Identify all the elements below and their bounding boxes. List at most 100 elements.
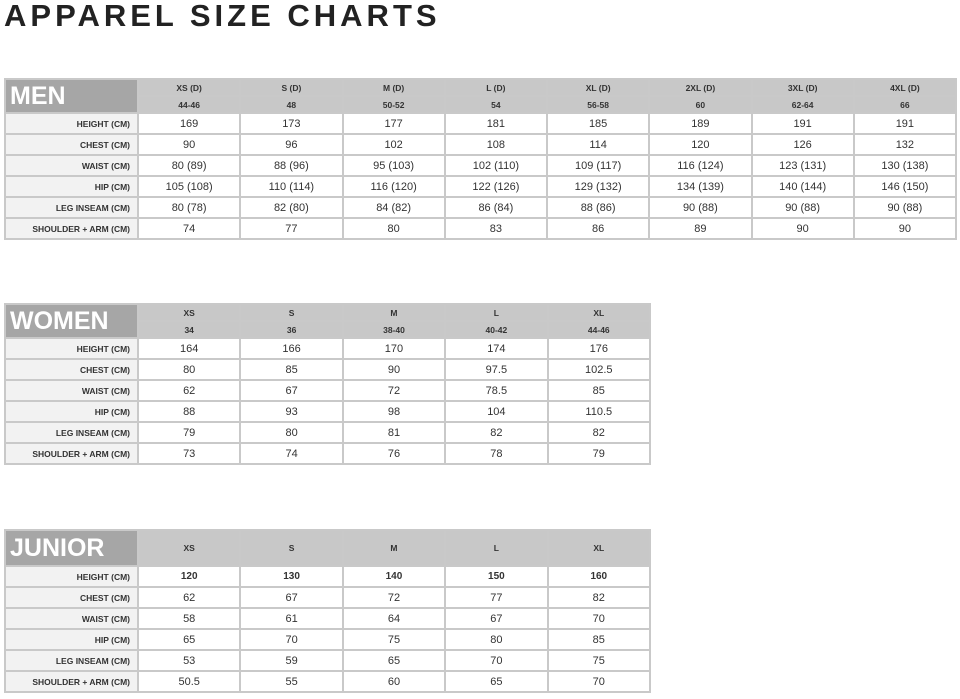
row-label: CHEST (CM) (4, 586, 139, 609)
table-row: SHOULDER + ARM (CM) 50.5 55 60 65 70 (4, 670, 652, 693)
table-cell: 98 (341, 400, 447, 423)
table-cell: 64 (341, 607, 447, 630)
table-cell: 96 (239, 133, 344, 156)
row-label: WAIST (CM) (4, 607, 139, 630)
table-cell: 75 (341, 628, 447, 651)
table-cell: 140 (144) (750, 175, 855, 198)
table-cell: 110.5 (546, 400, 652, 423)
row-label: WAIST (CM) (4, 379, 139, 402)
table-cell: 86 (545, 217, 651, 240)
table-cell: 150 (444, 565, 549, 588)
table-cell: 173 (239, 112, 344, 135)
table-cell: 81 (341, 421, 447, 444)
header-row-d: 44-46 48 50-52 54 56-58 60 62-64 66 (5, 95, 958, 114)
size-header: L (444, 529, 549, 567)
table-cell: 174 (444, 337, 549, 360)
table-cell: 79 (546, 442, 652, 465)
table-cell: 116 (120) (341, 175, 446, 198)
table-cell: 80 (239, 421, 344, 444)
row-label: HIP (CM) (4, 175, 139, 198)
table-row: LEG INSEAM (CM) 79 80 81 82 82 (4, 421, 652, 444)
table-cell: 85 (239, 358, 344, 381)
table-cell: 102 (341, 133, 446, 156)
table-cell: 140 (341, 565, 447, 588)
table-cell: 78.5 (444, 379, 549, 402)
table-cell: 90 (136, 133, 242, 156)
table-cell: 114 (545, 133, 651, 156)
table-cell: 166 (239, 337, 344, 360)
header-row-d: 34 36 38-40 40-42 44-46 (5, 320, 652, 339)
table-cell: 170 (341, 337, 447, 360)
table-cell: 191 (750, 112, 855, 135)
table-cell: 85 (546, 628, 652, 651)
size-d-header: 34 (136, 320, 242, 339)
table-cell: 65 (341, 649, 447, 672)
size-header: XL (546, 303, 652, 322)
table-row: HEIGHT (CM) 120 130 140 150 160 (4, 565, 652, 588)
row-label: HEIGHT (CM) (4, 565, 139, 588)
size-header: XL (D) (545, 78, 651, 97)
table-cell: 72 (341, 379, 447, 402)
table-cell: 90 (750, 217, 855, 240)
size-d-header: 60 (648, 95, 753, 114)
women-size-table: WOMEN XS S M L XL 34 36 38-40 40-42 44-46 HEIGHT (C… (4, 303, 652, 465)
table-cell: 181 (443, 112, 549, 135)
table-cell: 120 (136, 565, 242, 588)
table-cell: 88 (136, 400, 242, 423)
table-cell: 90 (88) (648, 196, 753, 219)
table-cell: 176 (546, 337, 652, 360)
table-cell: 82 (80) (239, 196, 344, 219)
table-cell: 80 (136, 358, 242, 381)
table-row: HIP (CM) 105 (108) 110 (114) 116 (120) 122 (… (4, 175, 958, 198)
table-cell: 88 (96) (239, 154, 344, 177)
table-cell: 76 (341, 442, 447, 465)
size-header: 3XL (D) (750, 78, 855, 97)
size-d-header: 36 (239, 320, 344, 339)
table-row: CHEST (CM) 80 85 90 97.5 102.5 (4, 358, 652, 381)
table-cell: 90 (852, 217, 958, 240)
table-cell: 104 (444, 400, 549, 423)
table-cell: 116 (124) (648, 154, 753, 177)
table-cell: 122 (126) (443, 175, 549, 198)
header-row: MEN XS (D) S (D) M (D) L (D) XL (D) 2XL (D) 3XL… (4, 78, 958, 114)
row-label: HIP (CM) (4, 628, 139, 651)
table-cell: 105 (108) (136, 175, 242, 198)
table-row: LEG INSEAM (CM) 80 (78) 82 (80) 84 (82) 86 (… (4, 196, 958, 219)
table-cell: 185 (545, 112, 651, 135)
table-cell: 80 (78) (136, 196, 242, 219)
section-title: WOMEN (4, 303, 139, 339)
table-row: WAIST (CM) 80 (89) 88 (96) 95 (103) 102 (110… (4, 154, 958, 177)
page-title: APPAREL SIZE CHARTS (4, 0, 441, 33)
table-cell: 77 (444, 586, 549, 609)
table-cell: 59 (239, 649, 344, 672)
table-cell: 70 (239, 628, 344, 651)
table-row: SHOULDER + ARM (CM) 74 77 80 83 86 89 90 90 (4, 217, 958, 240)
table-cell: 82 (546, 586, 652, 609)
size-header: S (D) (239, 78, 344, 97)
size-header: XS (D) (136, 78, 242, 97)
table-cell: 169 (136, 112, 242, 135)
table-cell: 108 (443, 133, 549, 156)
size-header: XS (136, 303, 242, 322)
table-cell: 191 (852, 112, 958, 135)
table-cell: 120 (648, 133, 753, 156)
row-label: SHOULDER + ARM (CM) (4, 217, 139, 240)
table-cell: 130 (239, 565, 344, 588)
row-label: LEG INSEAM (CM) (4, 649, 139, 672)
table-cell: 90 (88) (852, 196, 958, 219)
table-row: HIP (CM) 88 93 98 104 110.5 (4, 400, 652, 423)
table-cell: 73 (136, 442, 242, 465)
size-header: XL (546, 529, 652, 567)
row-label: HEIGHT (CM) (4, 337, 139, 360)
table-cell: 160 (546, 565, 652, 588)
table-cell: 72 (341, 586, 447, 609)
table-cell: 177 (341, 112, 446, 135)
table-cell: 75 (546, 649, 652, 672)
table-row: HIP (CM) 65 70 75 80 85 (4, 628, 652, 651)
size-d-header: 54 (443, 95, 549, 114)
table-cell: 70 (546, 670, 652, 693)
size-header: M (341, 303, 447, 322)
table-cell: 89 (648, 217, 753, 240)
table-cell: 90 (88) (750, 196, 855, 219)
section-title: MEN (4, 78, 139, 114)
